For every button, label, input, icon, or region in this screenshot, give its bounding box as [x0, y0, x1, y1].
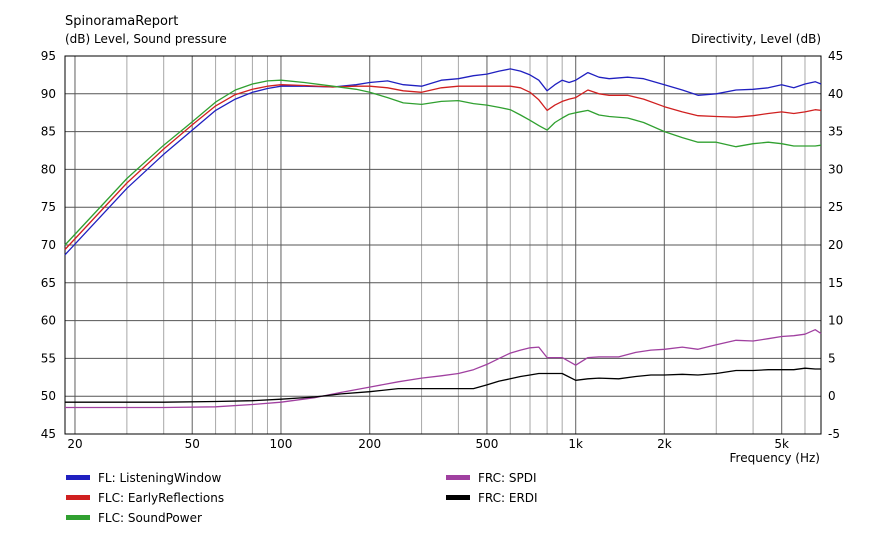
legend-label: FRC: SPDI — [478, 471, 537, 485]
series-line-1 — [64, 68, 822, 256]
series-line-2 — [64, 84, 822, 250]
y2-tick-label: 25 — [828, 200, 843, 214]
x-axis-label: Frequency (Hz) — [730, 451, 821, 465]
y2-tick-label: 35 — [828, 125, 843, 139]
series-line-3 — [64, 79, 822, 246]
plot-grid — [65, 55, 821, 435]
y2-tick-label: 5 — [828, 351, 836, 365]
x-tick-label: 50 — [185, 437, 200, 451]
y2-tick-label: -5 — [828, 427, 840, 441]
legend-swatch — [66, 475, 90, 480]
legend-swatch — [66, 515, 90, 520]
legend-label: FRC: ERDI — [478, 491, 538, 505]
x-tick-label: 2k — [657, 437, 672, 451]
y2-axis-label: Directivity, Level (dB) — [691, 32, 821, 46]
y2-tick-label: 45 — [828, 49, 843, 63]
x-tick-label: 100 — [270, 437, 293, 451]
x-tick-label: 5k — [774, 437, 789, 451]
y-tick-label: 65 — [41, 276, 56, 290]
legend-swatch — [446, 475, 470, 480]
y2-tick-label: 20 — [828, 238, 843, 252]
y-tick-label: 95 — [41, 49, 56, 63]
y-tick-label: 55 — [41, 351, 56, 365]
y-tick-label: 85 — [41, 125, 56, 139]
x-tick-label: 200 — [358, 437, 381, 451]
y-tick-label: 90 — [41, 87, 56, 101]
y-tick-label: 60 — [41, 314, 56, 328]
y-tick-label: 45 — [41, 427, 56, 441]
axis-ticks: 45 50 55 60 65 70 75 80 85 90 95 -5 0 5 10 15 20 25 30 35 40… — [41, 49, 844, 451]
y-tick-label: 70 — [41, 238, 56, 252]
y-tick-label: 80 — [41, 162, 56, 176]
legend-label: FLC: EarlyReflections — [98, 491, 224, 505]
y-axis-label: (dB) Level, Sound pressure — [65, 32, 227, 46]
y2-tick-label: 10 — [828, 314, 843, 328]
legend-swatch — [66, 495, 90, 500]
legend-label: FL: ListeningWindow — [98, 471, 221, 485]
y2-tick-label: 0 — [828, 389, 836, 403]
y2-tick-label: 40 — [828, 87, 843, 101]
legend-swatch — [446, 495, 470, 500]
x-tick-label: 1k — [568, 437, 583, 451]
y-tick-label: 50 — [41, 389, 56, 403]
chart-title: SpinoramaReport — [65, 14, 178, 29]
y-tick-label: 75 — [41, 200, 56, 214]
series-lines — [64, 68, 822, 409]
legend-label: FLC: SoundPower — [98, 511, 202, 525]
y2-tick-label: 15 — [828, 276, 843, 290]
y2-tick-label: 30 — [828, 162, 843, 176]
legend: FL: ListeningWindow FLC: EarlyReflections… — [66, 471, 538, 525]
series-line-5 — [65, 367, 821, 403]
x-tick-label: 500 — [475, 437, 498, 451]
x-tick-label: 20 — [67, 437, 82, 451]
